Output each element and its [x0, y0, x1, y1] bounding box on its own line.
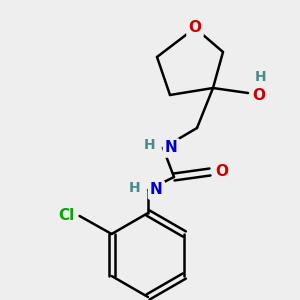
Text: H: H	[255, 70, 267, 84]
Text: H: H	[144, 138, 156, 152]
Text: Cl: Cl	[58, 208, 75, 224]
Text: O: O	[188, 20, 202, 35]
Text: N: N	[165, 140, 178, 155]
Text: N: N	[150, 182, 163, 197]
Text: O: O	[252, 88, 265, 103]
Text: O: O	[215, 164, 228, 179]
Text: H: H	[129, 181, 141, 195]
